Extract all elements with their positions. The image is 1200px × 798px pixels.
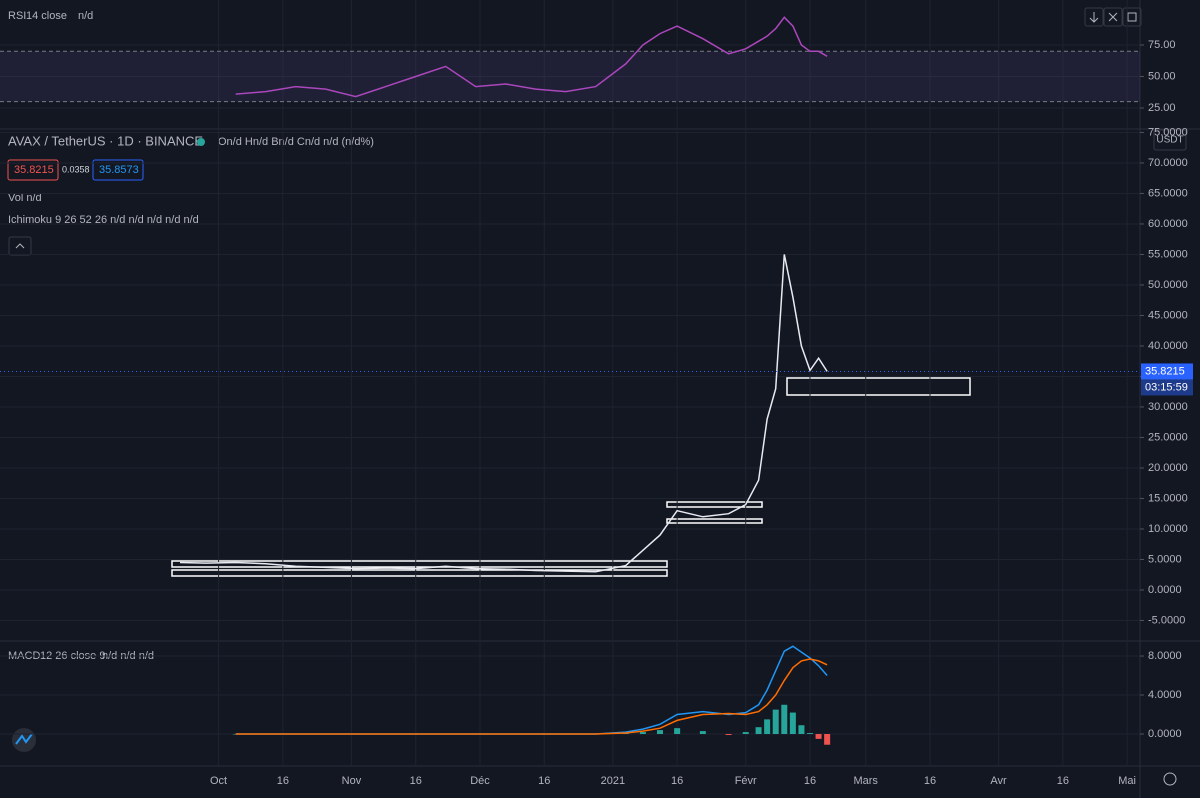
histogram-bar: [815, 734, 822, 739]
series-line: [235, 16, 828, 98]
y-tick-label: 70.0000: [1148, 157, 1188, 169]
histogram-bar: [798, 725, 805, 735]
x-tick-label: Mai: [1118, 775, 1136, 787]
y-tick-label: 30.0000: [1148, 401, 1188, 413]
pane: [0, 131, 1140, 621]
volume-legend: Vol n/d: [8, 192, 42, 204]
series-line: [179, 254, 828, 573]
y-tick-label: 15.0000: [1148, 492, 1188, 504]
maximize-button[interactable]: [1122, 7, 1142, 27]
arrow-icon: [1089, 12, 1099, 23]
y-tick-label: 4.0000: [1148, 689, 1182, 701]
ichimoku-legend: Ichimoku 9 26 52 26 n/d n/d n/d n/d n/d: [8, 214, 199, 226]
x-tick-label: 16: [804, 775, 816, 787]
histogram-bar: [824, 734, 831, 745]
symbol-title: AVAX / TetherUS · 1D · BINANCE: [8, 133, 203, 148]
x-tick-label: 16: [671, 775, 683, 787]
range-box: [666, 501, 763, 508]
x-tick-label: Déc: [470, 775, 490, 787]
range-box: [171, 560, 668, 568]
last-price-box: [1141, 363, 1193, 380]
histogram-bar: [755, 727, 762, 735]
y-tick-label: 50.00: [1148, 70, 1176, 82]
histogram-bar: [772, 709, 779, 735]
histogram-bar: [742, 732, 749, 735]
range-box: [171, 569, 668, 577]
currency-label: USDT: [1156, 135, 1183, 146]
currency-box[interactable]: [1153, 129, 1187, 151]
y-tick-label: 65.0000: [1148, 187, 1188, 199]
bid-box[interactable]: [7, 159, 59, 181]
collapse-icon: [15, 243, 25, 249]
rsi-band: [0, 51, 1140, 102]
series-line: [235, 658, 828, 735]
close-icon: [1108, 12, 1118, 22]
y-tick-label: 25.00: [1148, 102, 1176, 114]
x-tick-label: 16: [924, 775, 936, 787]
bid-price: 35.8215: [14, 164, 54, 176]
x-tick-label: 16: [538, 775, 550, 787]
histogram-bar: [807, 733, 813, 735]
ask-box[interactable]: [92, 159, 144, 181]
maximize-icon: [1127, 12, 1137, 22]
histogram-bar: [764, 719, 771, 735]
histogram-bar: [699, 731, 706, 735]
y-tick-label: -5.0000: [1148, 614, 1185, 626]
y-tick-label: 0.0000: [1148, 728, 1182, 740]
y-tick-label: 75.00: [1148, 39, 1176, 51]
y-tick-label: 60.0000: [1148, 218, 1188, 230]
range-box: [786, 377, 971, 396]
countdown-label: 03:15:59: [1145, 381, 1188, 393]
collapse-button[interactable]: [8, 236, 32, 256]
legends: RSI 14 close n/d AVAX / TetherUS · 1D · …: [7, 10, 374, 662]
x-tick-label: 16: [1057, 775, 1069, 787]
settings-button[interactable]: [1163, 772, 1177, 786]
histogram-bar: [639, 732, 646, 735]
range-box: [666, 518, 763, 524]
pane: [0, 44, 1140, 109]
x-tick-label: Avr: [990, 775, 1007, 787]
y-tick-label: 10.0000: [1148, 523, 1188, 535]
status-dot: [197, 138, 205, 146]
x-tick-label: Nov: [342, 775, 362, 787]
x-tick-label: 16: [277, 775, 289, 787]
ask-price: 35.8573: [99, 164, 139, 176]
histogram-bar: [657, 730, 663, 735]
y-tick-label: 40.0000: [1148, 340, 1188, 352]
last-price-label: 35.8215: [1145, 365, 1185, 377]
y-tick-label: 20.0000: [1148, 462, 1188, 474]
y-tick-label: 45.0000: [1148, 309, 1188, 321]
rsi-params: 14 close: [26, 10, 67, 22]
rsi-title: RSI: [8, 10, 26, 22]
x-tick-label: Oct: [210, 775, 227, 787]
ohlc-legend: On/d Hn/d Bn/d Cn/d n/d (n/d%): [218, 136, 374, 148]
x-tick-label: 16: [410, 775, 422, 787]
y-tick-label: 8.0000: [1148, 650, 1182, 662]
y-tick-label: 75.0000: [1148, 126, 1188, 138]
close-button[interactable]: [1103, 7, 1123, 27]
move-down-button[interactable]: [1084, 7, 1104, 27]
spread: 0.0358: [62, 164, 90, 174]
y-tick-label: 50.0000: [1148, 279, 1188, 291]
logo-mark: [15, 733, 33, 745]
y-tick-label: 0.0000: [1148, 584, 1182, 596]
y-tick-label: 5.0000: [1148, 553, 1182, 565]
x-tick-label: Mars: [853, 775, 878, 787]
histogram-bar: [674, 728, 681, 735]
drawings: [171, 377, 971, 577]
x-tick-label: Févr: [735, 775, 757, 787]
y-tick-label: 25.0000: [1148, 431, 1188, 443]
histogram-bar: [781, 704, 788, 735]
histogram-bar: [725, 734, 732, 735]
rsi-status: n/d: [78, 10, 93, 22]
histogram-bar: [789, 712, 796, 735]
y-tick-label: 55.0000: [1148, 248, 1188, 260]
countdown-box: [1141, 379, 1193, 396]
x-tick-label: 2021: [601, 775, 625, 787]
